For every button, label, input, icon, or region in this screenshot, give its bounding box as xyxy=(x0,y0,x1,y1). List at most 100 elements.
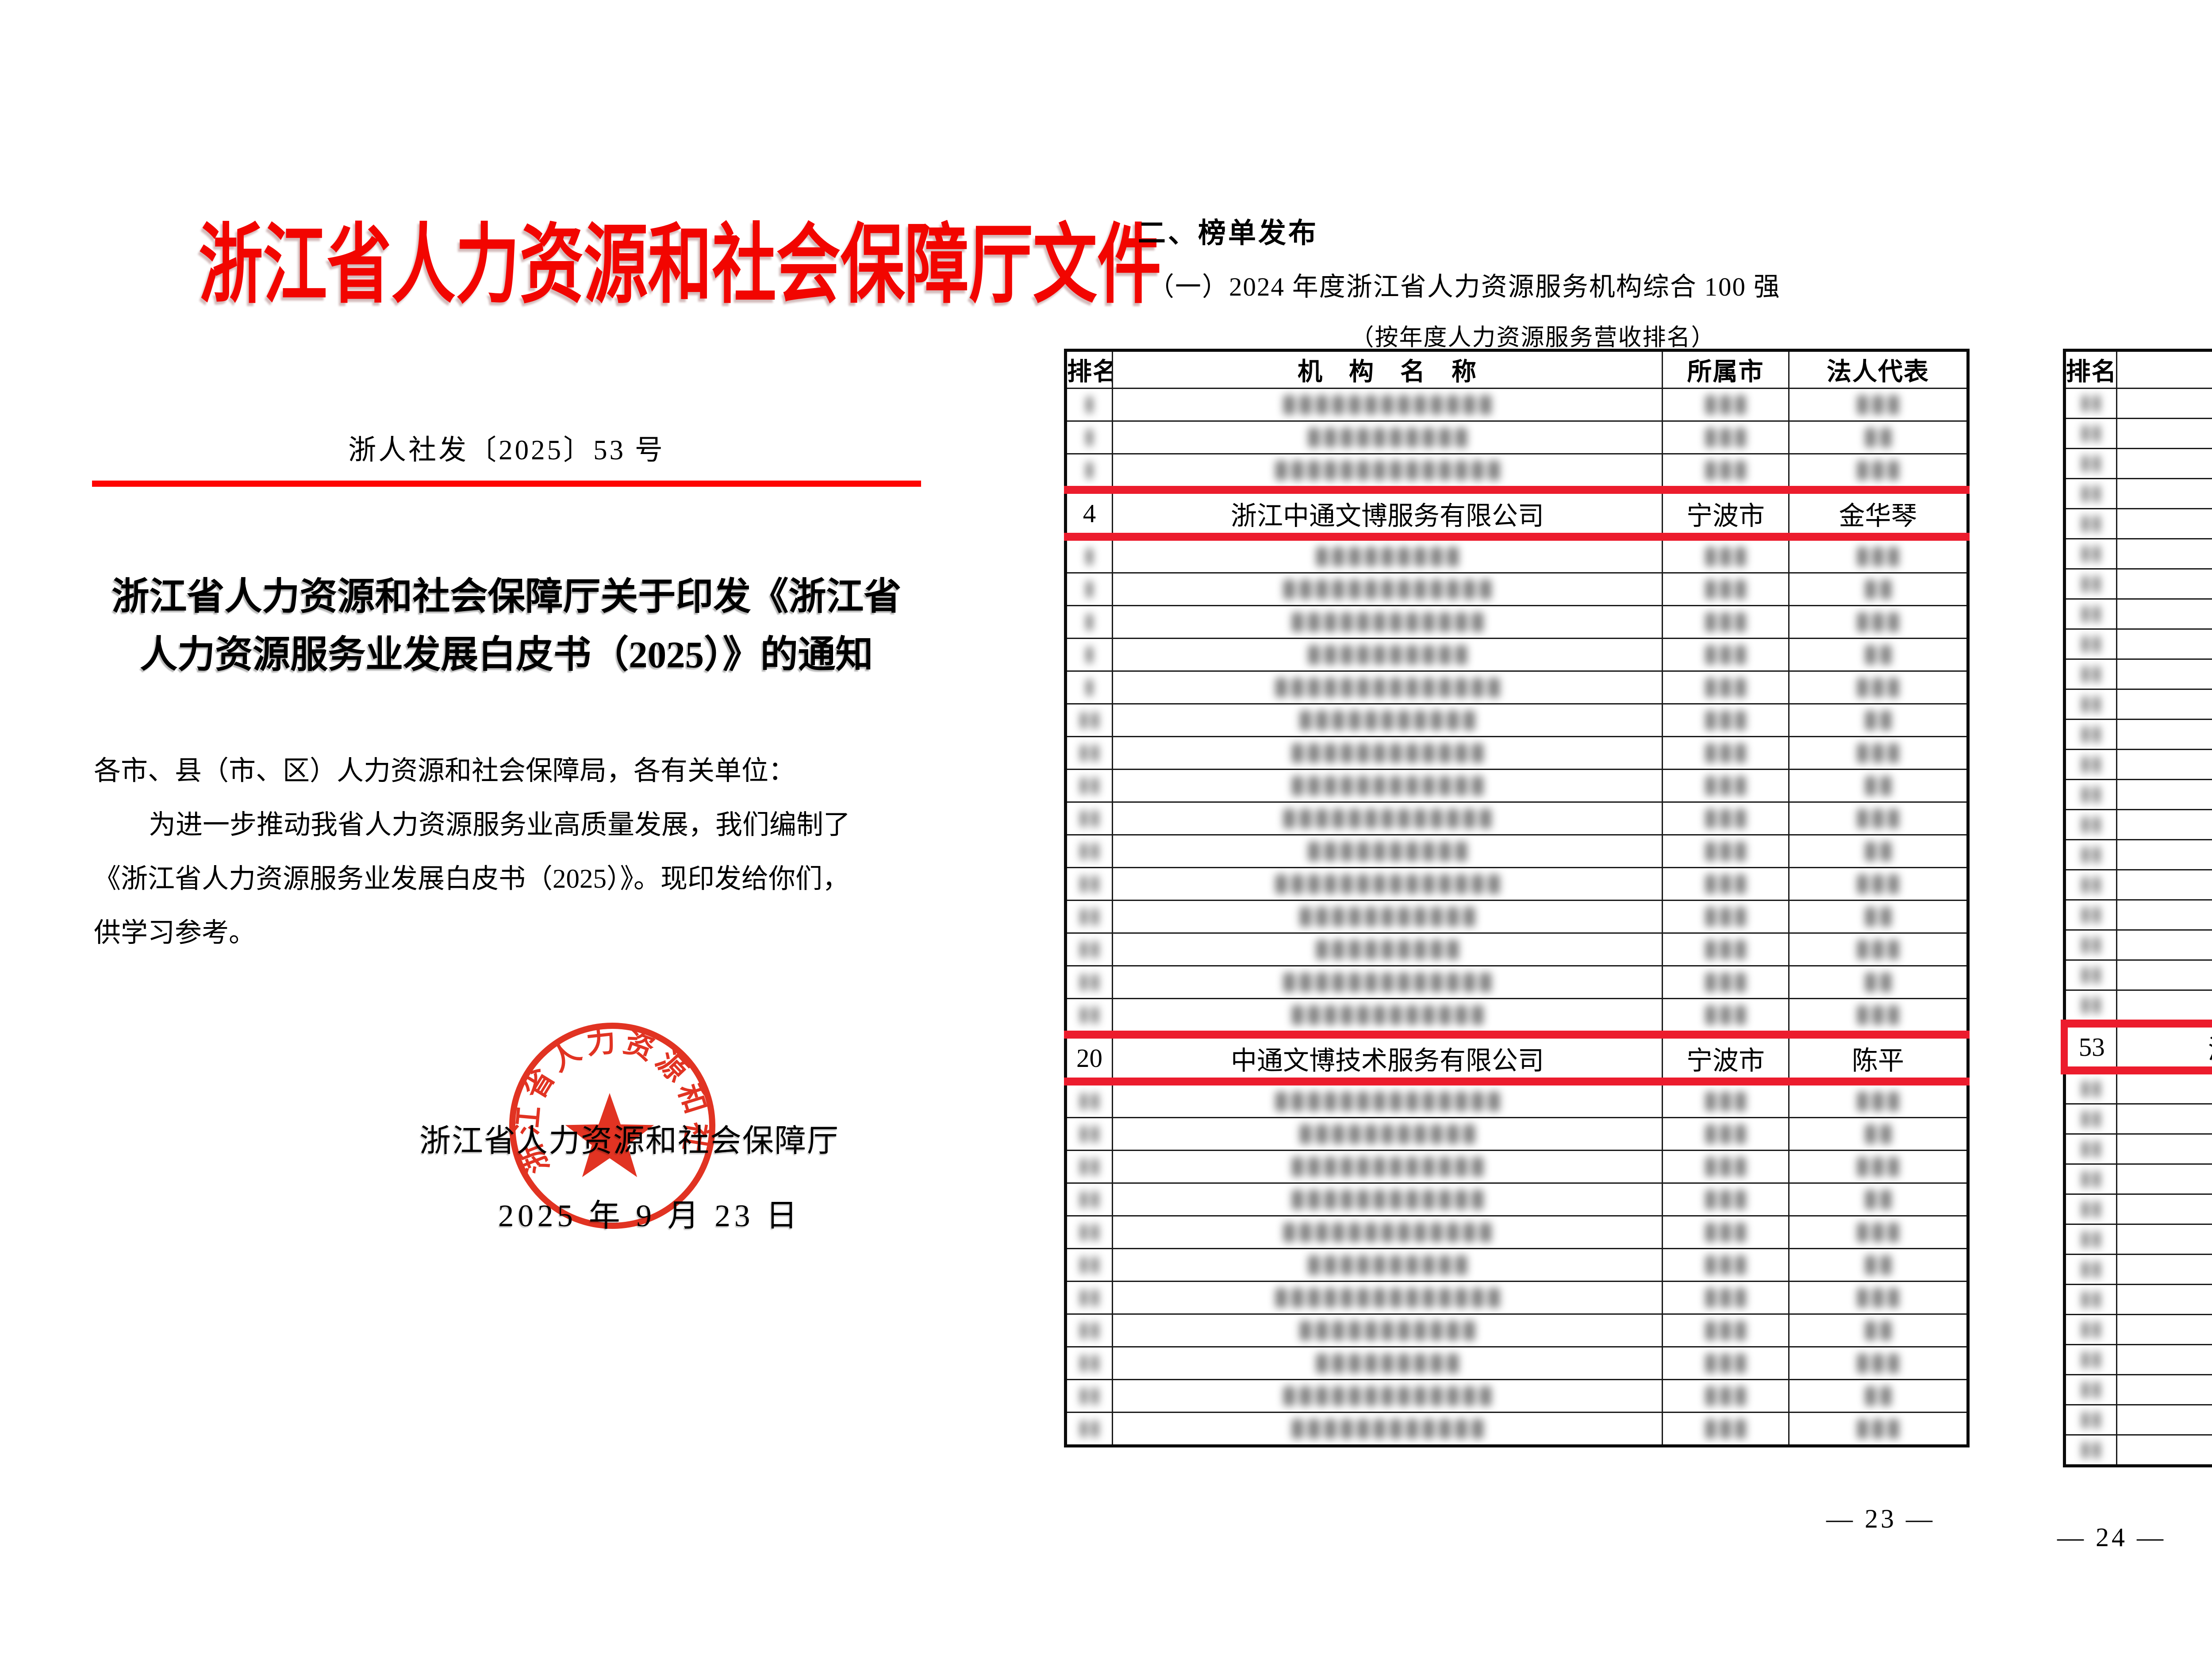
redacted-row xyxy=(1065,1117,1969,1151)
redacted-text xyxy=(1114,808,1661,828)
cell-rank xyxy=(2063,1193,2117,1225)
redacted-text xyxy=(2066,575,2116,593)
redacted-text xyxy=(2066,1381,2116,1398)
redacted-text xyxy=(1790,1222,1967,1242)
redacted-text xyxy=(1067,1322,1111,1339)
redacted-text xyxy=(2118,1321,2212,1339)
redacted-text xyxy=(2118,1140,2212,1158)
redacted-text xyxy=(2066,515,2116,532)
cell-city xyxy=(1662,1248,1790,1282)
redacted-text xyxy=(1114,645,1661,665)
redacted-text xyxy=(1067,1093,1111,1110)
cell-legal-rep xyxy=(1788,998,1969,1035)
cell-name xyxy=(2116,1434,2212,1467)
redacted-text xyxy=(1790,972,1967,992)
redacted-row xyxy=(2063,1103,2212,1135)
cell-city xyxy=(1662,998,1790,1035)
redacted-text xyxy=(1114,874,1661,894)
redacted-row xyxy=(1065,1150,1969,1184)
redacted-text xyxy=(2066,545,2116,562)
cell-rank xyxy=(1065,1313,1113,1347)
cell-rank xyxy=(1065,736,1113,770)
cell-city xyxy=(1662,1215,1790,1249)
cell-name xyxy=(2116,779,2212,810)
redacted-text xyxy=(1114,1419,1661,1439)
cell-legal-rep xyxy=(1788,420,1969,454)
redacted-text xyxy=(2118,425,2212,443)
signer-name: 浙江省人力资源和社会保障厅 xyxy=(419,1124,840,1159)
redacted-text xyxy=(2066,1321,2116,1338)
redacted-text xyxy=(1114,579,1661,599)
redacted-text xyxy=(1790,547,1967,566)
redacted-text xyxy=(2066,997,2116,1014)
redacted-row xyxy=(1065,1281,1969,1315)
cell-rank xyxy=(2063,1374,2117,1405)
cell-name xyxy=(2116,1070,2212,1105)
redacted-text xyxy=(2118,1441,2212,1459)
redacted-text xyxy=(2118,455,2212,473)
cell-city xyxy=(1662,638,1790,672)
redacted-text xyxy=(1664,1091,1788,1111)
cell-rank xyxy=(2063,869,2117,901)
redacted-row xyxy=(2063,628,2212,660)
redacted-text xyxy=(1790,874,1967,894)
redacted-text xyxy=(2118,846,2212,864)
cell-legal-rep xyxy=(1788,536,1969,574)
cell-name xyxy=(1112,572,1663,606)
redacted-text xyxy=(1067,1158,1111,1175)
red-rule-divider xyxy=(92,481,921,487)
cell-legal-rep xyxy=(1788,1150,1969,1184)
cell-rank: 53 xyxy=(2061,1020,2117,1074)
cell-city xyxy=(1662,1346,1790,1380)
cell-name xyxy=(1112,736,1663,770)
cell-name xyxy=(2116,689,2212,720)
redacted-text xyxy=(1664,677,1788,697)
cell-legal-rep xyxy=(1788,1117,1969,1151)
redacted-text xyxy=(2118,906,2212,924)
cell-rank xyxy=(1065,900,1113,934)
cell-name xyxy=(1112,769,1663,803)
cell-name: 浙江邮通文博服务有限公司 xyxy=(2116,1020,2212,1074)
redacted-text xyxy=(1067,712,1111,729)
cell-rank xyxy=(1065,1412,1113,1447)
cell-rank xyxy=(1065,388,1113,422)
redacted-text xyxy=(1664,612,1788,632)
redacted-text xyxy=(2066,696,2116,713)
redacted-text xyxy=(1664,710,1788,730)
redacted-text xyxy=(2066,846,2116,863)
cell-name xyxy=(2116,1374,2212,1405)
cell-rank xyxy=(2063,719,2117,750)
redacted-text xyxy=(1790,1005,1967,1025)
cell-rank xyxy=(2063,1163,2117,1195)
redacted-text xyxy=(1664,1255,1788,1275)
cell-rank xyxy=(2063,959,2117,991)
redacted-text xyxy=(2066,1140,2116,1158)
body-line: 《浙江省人力资源服务业发展白皮书（2025）》。现印发给你们， xyxy=(94,864,850,894)
redacted-row xyxy=(1065,867,1969,901)
redacted-text xyxy=(2118,936,2212,954)
cell-rank xyxy=(2063,689,2117,720)
redacted-row xyxy=(2063,478,2212,509)
header-cell-rank: 排名 xyxy=(1065,350,1113,389)
redacted-row xyxy=(2063,689,2212,720)
redacted-row xyxy=(2063,1374,2212,1405)
cell-city xyxy=(1662,965,1790,999)
cell-name xyxy=(1112,867,1663,901)
cell-name xyxy=(1112,965,1663,999)
cell-name xyxy=(2116,598,2212,630)
redacted-row xyxy=(2063,1344,2212,1375)
cell-rank xyxy=(2063,1254,2117,1285)
cell-name xyxy=(2116,1284,2212,1315)
redacted-row xyxy=(2063,779,2212,810)
redacted-text xyxy=(1790,907,1967,927)
cell-legal-rep xyxy=(1788,638,1969,672)
cell-name xyxy=(2116,568,2212,600)
redacted-text xyxy=(1664,939,1788,959)
cell-name xyxy=(2116,1193,2212,1225)
cell-name xyxy=(1112,638,1663,672)
redacted-text xyxy=(1790,427,1967,447)
redacted-text xyxy=(1790,1157,1967,1177)
redacted-text xyxy=(1114,1320,1661,1340)
redacted-text xyxy=(2066,1170,2116,1188)
redacted-text xyxy=(1067,744,1111,762)
